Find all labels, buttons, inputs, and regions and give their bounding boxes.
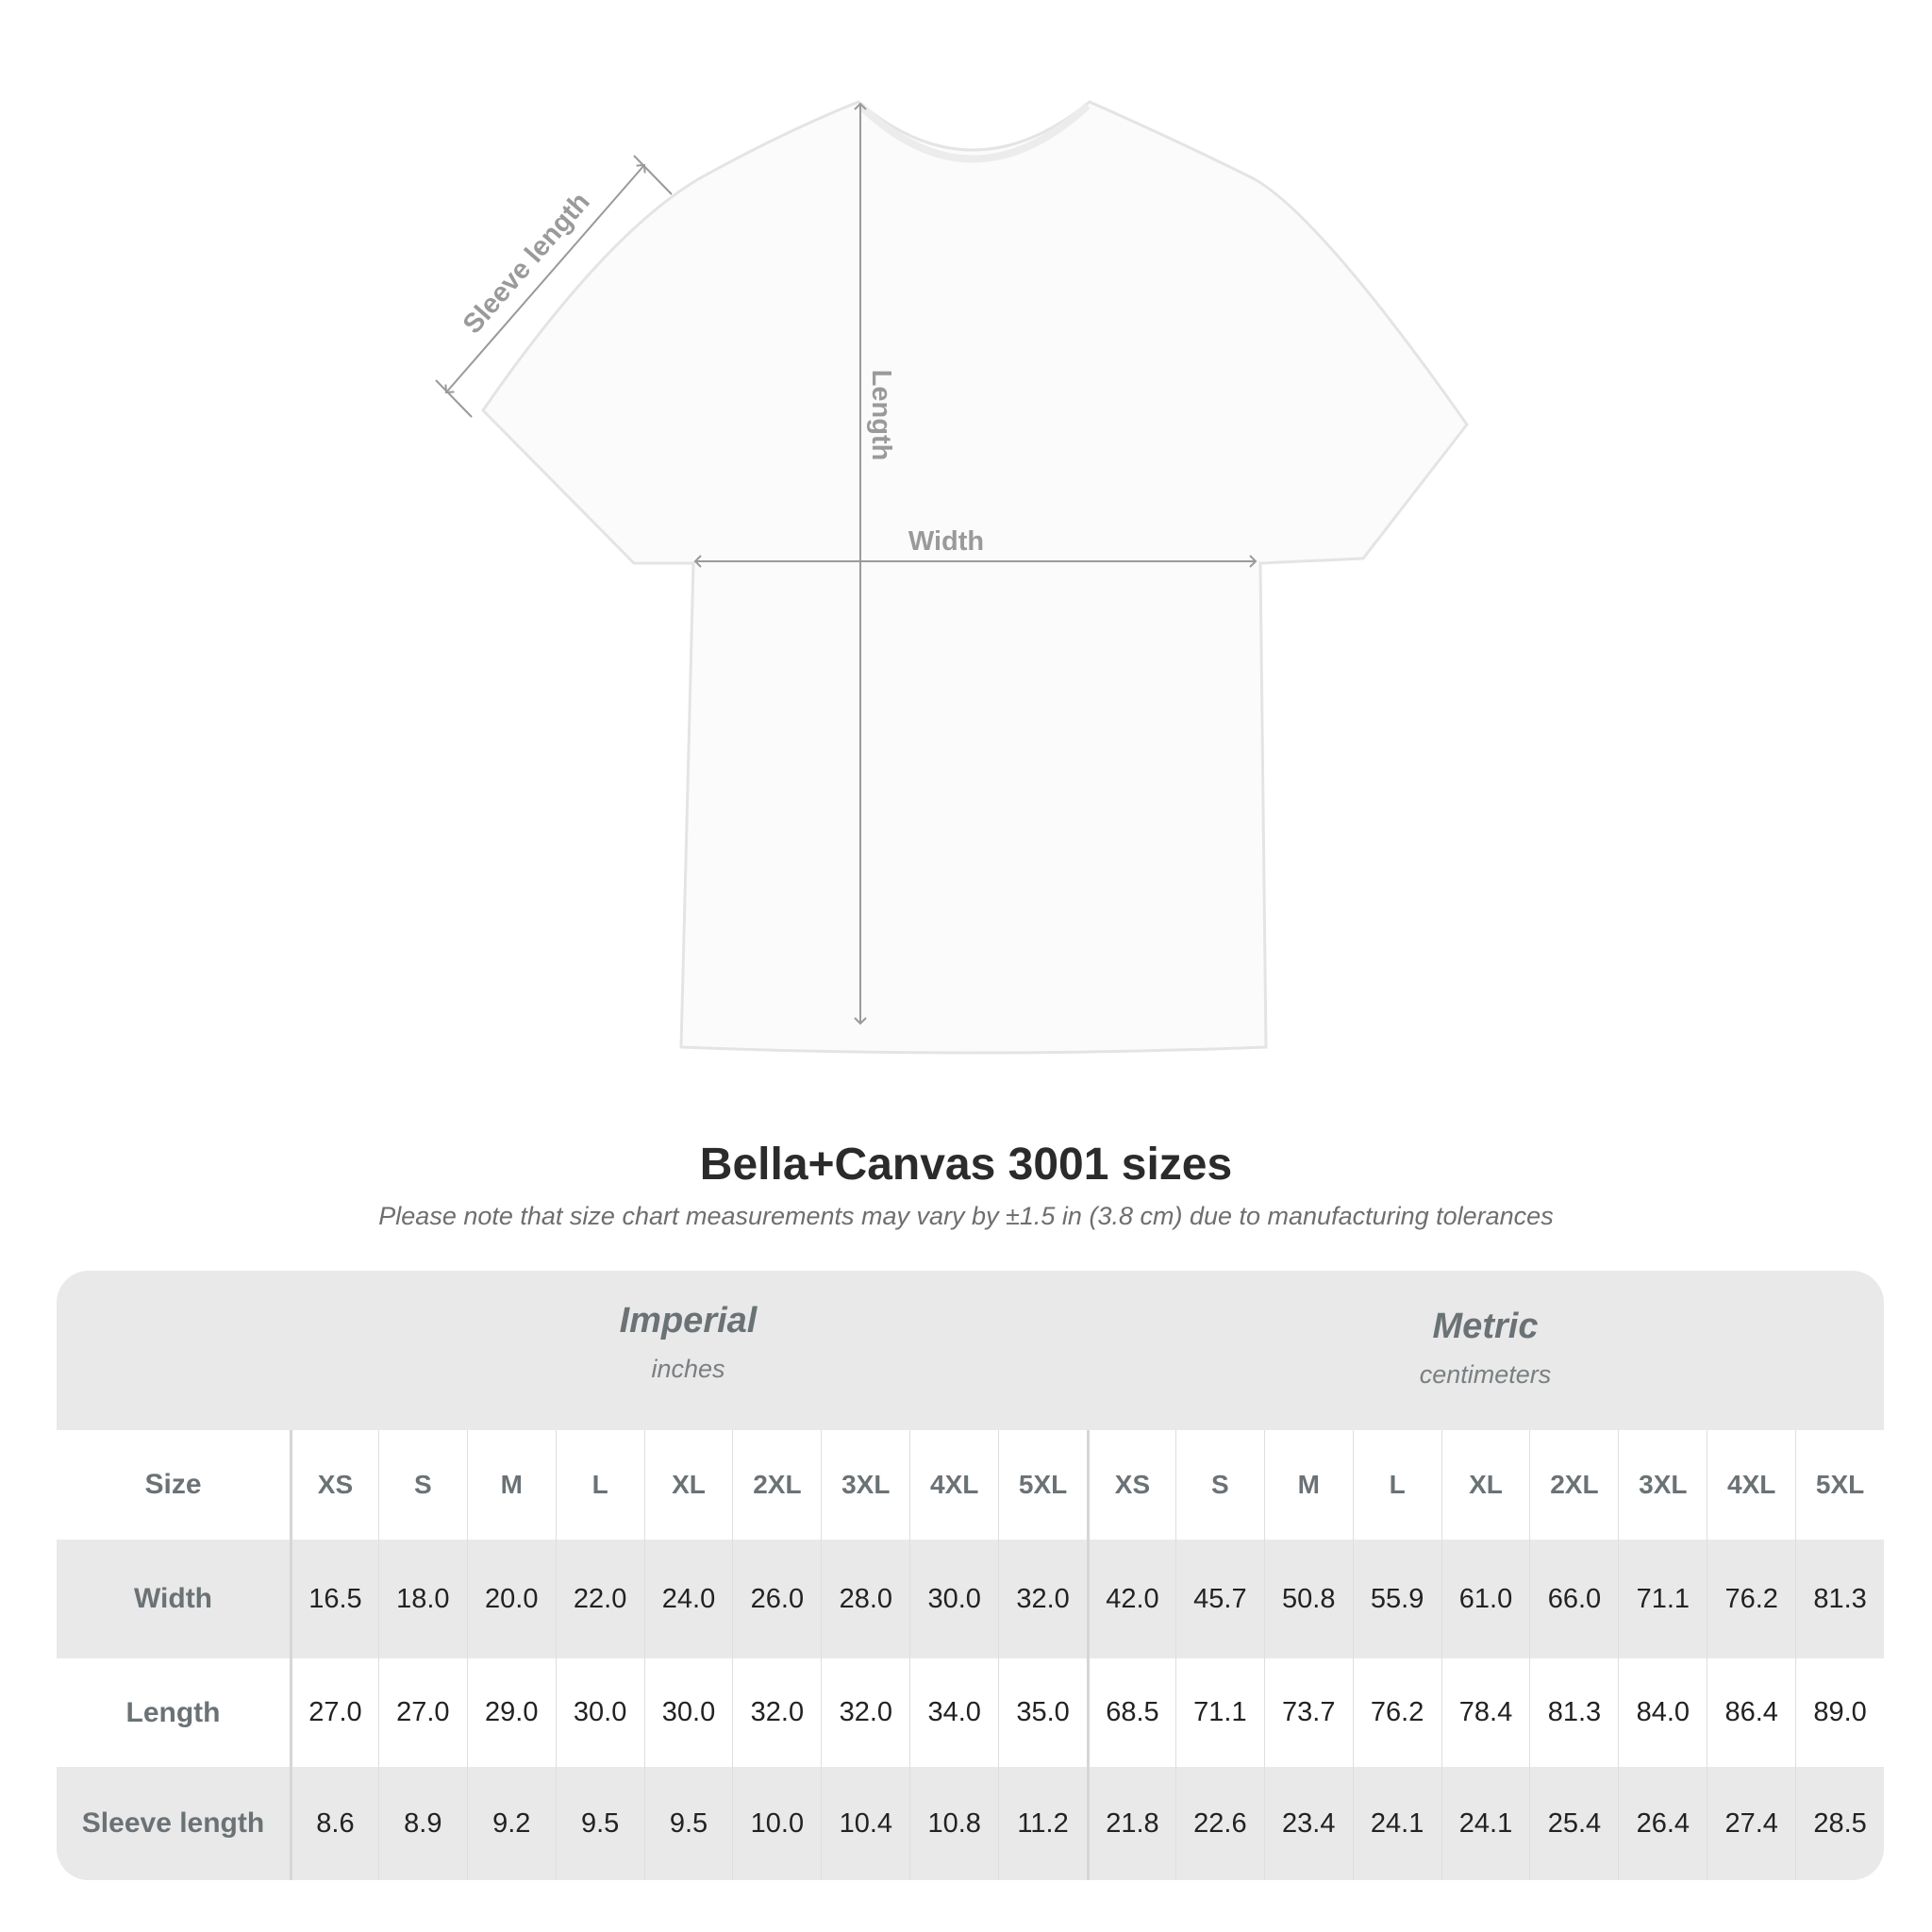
sleeve-measure-tick (633, 155, 673, 195)
value-cell-metric: 78.4 (1441, 1658, 1530, 1767)
row-label: Width (133, 1583, 213, 1614)
table-row: Width 16.5 18.0 20.0 22.0 24.0 26.0 28.0 30.0 32.… (57, 1540, 1884, 1658)
size-header-metric: S (1174, 1430, 1264, 1540)
imperial-unit: inches (651, 1355, 725, 1383)
value-cell-imperial: 32.0 (821, 1658, 909, 1767)
value-cell-metric: 81.3 (1795, 1540, 1884, 1658)
size-header-metric: XS (1087, 1430, 1175, 1540)
size-header-imperial: S (377, 1430, 467, 1540)
size-header-row: Size XS S M L XL 2XL 3XL 4XL 5XL XS S M L XL 2XL 3XL 4XL 5… (57, 1430, 1884, 1540)
value-cell-metric: 22.6 (1174, 1767, 1264, 1880)
page-title: Bella+Canvas 3001 sizes (699, 1140, 1233, 1190)
row-label: Sleeve length (81, 1807, 265, 1839)
value-cell-imperial: 28.0 (821, 1540, 909, 1658)
value-cell-metric: 24.1 (1352, 1767, 1441, 1880)
value-cell-metric: 66.0 (1529, 1540, 1618, 1658)
value-cell-imperial: 10.4 (821, 1767, 909, 1880)
row-label: Length (125, 1696, 221, 1728)
value-cell-metric: 21.8 (1087, 1767, 1175, 1880)
value-cell-metric: 25.4 (1529, 1767, 1618, 1880)
length-label: Length (866, 370, 896, 461)
value-cell-metric: 26.4 (1618, 1767, 1707, 1880)
sleeve-measure-tick (435, 379, 473, 418)
value-cell-imperial: 11.2 (998, 1767, 1087, 1880)
value-cell-imperial: 10.0 (732, 1767, 821, 1880)
size-header-metric: 3XL (1618, 1430, 1707, 1540)
value-cell-metric: 28.5 (1795, 1767, 1884, 1880)
size-header-imperial: 2XL (732, 1430, 821, 1540)
value-cell-imperial: 30.0 (909, 1540, 998, 1658)
value-cell-imperial: 22.0 (555, 1540, 644, 1658)
table-row: Sleeve length 8.6 8.9 9.2 9.5 9.5 10.0 10.4 10.8… (57, 1767, 1884, 1880)
value-cell-imperial: 9.5 (643, 1767, 733, 1880)
value-cell-imperial: 26.0 (732, 1540, 821, 1658)
table-row: Length 27.0 27.0 29.0 30.0 30.0 32.0 32.0 34.0 35… (57, 1658, 1884, 1767)
value-cell-imperial: 27.0 (290, 1658, 378, 1767)
value-cell-metric: 71.1 (1618, 1540, 1707, 1658)
value-cell-metric: 73.7 (1263, 1658, 1353, 1767)
size-table: Imperial inches Metric centimeters Size X… (57, 1271, 1884, 1880)
value-cell-imperial: 9.2 (466, 1767, 556, 1880)
value-cell-imperial: 30.0 (643, 1658, 733, 1767)
value-cell-imperial: 34.0 (909, 1658, 998, 1767)
tolerance-note: Please note that size chart measurements… (378, 1202, 1554, 1230)
value-cell-metric: 86.4 (1707, 1658, 1795, 1767)
size-header-imperial: XL (643, 1430, 733, 1540)
size-header-imperial: XS (290, 1430, 378, 1540)
value-cell-metric: 55.9 (1352, 1540, 1441, 1658)
value-cell-imperial: 32.0 (998, 1540, 1087, 1658)
imperial-title: Imperial (619, 1301, 758, 1341)
value-cell-metric: 81.3 (1529, 1658, 1618, 1767)
tshirt-shape (481, 100, 1469, 1055)
value-cell-imperial: 18.0 (377, 1540, 467, 1658)
metric-unit: centimeters (1419, 1360, 1552, 1389)
value-cell-imperial: 32.0 (732, 1658, 821, 1767)
size-header-metric: M (1263, 1430, 1353, 1540)
size-header-metric: 5XL (1795, 1430, 1884, 1540)
size-header-imperial: L (555, 1430, 644, 1540)
value-cell-imperial: 8.9 (377, 1767, 467, 1880)
value-cell-metric: 84.0 (1618, 1658, 1707, 1767)
tshirt-diagram: Sleeve length Length Width (435, 100, 1469, 1055)
size-header-metric: 4XL (1707, 1430, 1795, 1540)
value-cell-metric: 61.0 (1441, 1540, 1530, 1658)
row-label: Size (144, 1469, 202, 1500)
value-cell-metric: 23.4 (1263, 1767, 1353, 1880)
value-cell-metric: 76.2 (1707, 1540, 1795, 1658)
value-cell-metric: 76.2 (1352, 1658, 1441, 1767)
value-cell-metric: 45.7 (1174, 1540, 1264, 1658)
width-label: Width (908, 526, 984, 557)
value-cell-imperial: 20.0 (466, 1540, 556, 1658)
value-cell-imperial: 27.0 (377, 1658, 467, 1767)
size-header-metric: 2XL (1529, 1430, 1618, 1540)
value-cell-metric: 42.0 (1087, 1540, 1175, 1658)
value-cell-metric: 27.4 (1707, 1767, 1795, 1880)
size-header-metric: L (1352, 1430, 1441, 1540)
size-header-imperial: 4XL (909, 1430, 998, 1540)
value-cell-imperial: 24.0 (643, 1540, 733, 1658)
size-header-imperial: 5XL (998, 1430, 1087, 1540)
value-cell-imperial: 16.5 (290, 1540, 378, 1658)
size-header-imperial: 3XL (821, 1430, 909, 1540)
value-cell-metric: 71.1 (1174, 1658, 1264, 1767)
sleeve-measure-line (444, 163, 646, 394)
value-cell-imperial: 9.5 (555, 1767, 644, 1880)
metric-title: Metric (1432, 1307, 1539, 1346)
value-cell-imperial: 30.0 (555, 1658, 644, 1767)
imperial-header: Imperial inches (290, 1271, 1087, 1430)
size-header-imperial: M (466, 1430, 556, 1540)
value-cell-imperial: 8.6 (290, 1767, 378, 1880)
value-cell-imperial: 35.0 (998, 1658, 1087, 1767)
size-header-metric: XL (1441, 1430, 1530, 1540)
value-cell-metric: 50.8 (1263, 1540, 1353, 1658)
value-cell-metric: 24.1 (1441, 1767, 1530, 1880)
value-cell-metric: 68.5 (1087, 1658, 1175, 1767)
value-cell-imperial: 10.8 (909, 1767, 998, 1880)
value-cell-metric: 89.0 (1795, 1658, 1884, 1767)
metric-header: Metric centimeters (1087, 1271, 1884, 1430)
value-cell-imperial: 29.0 (466, 1658, 556, 1767)
collar (858, 103, 1091, 163)
